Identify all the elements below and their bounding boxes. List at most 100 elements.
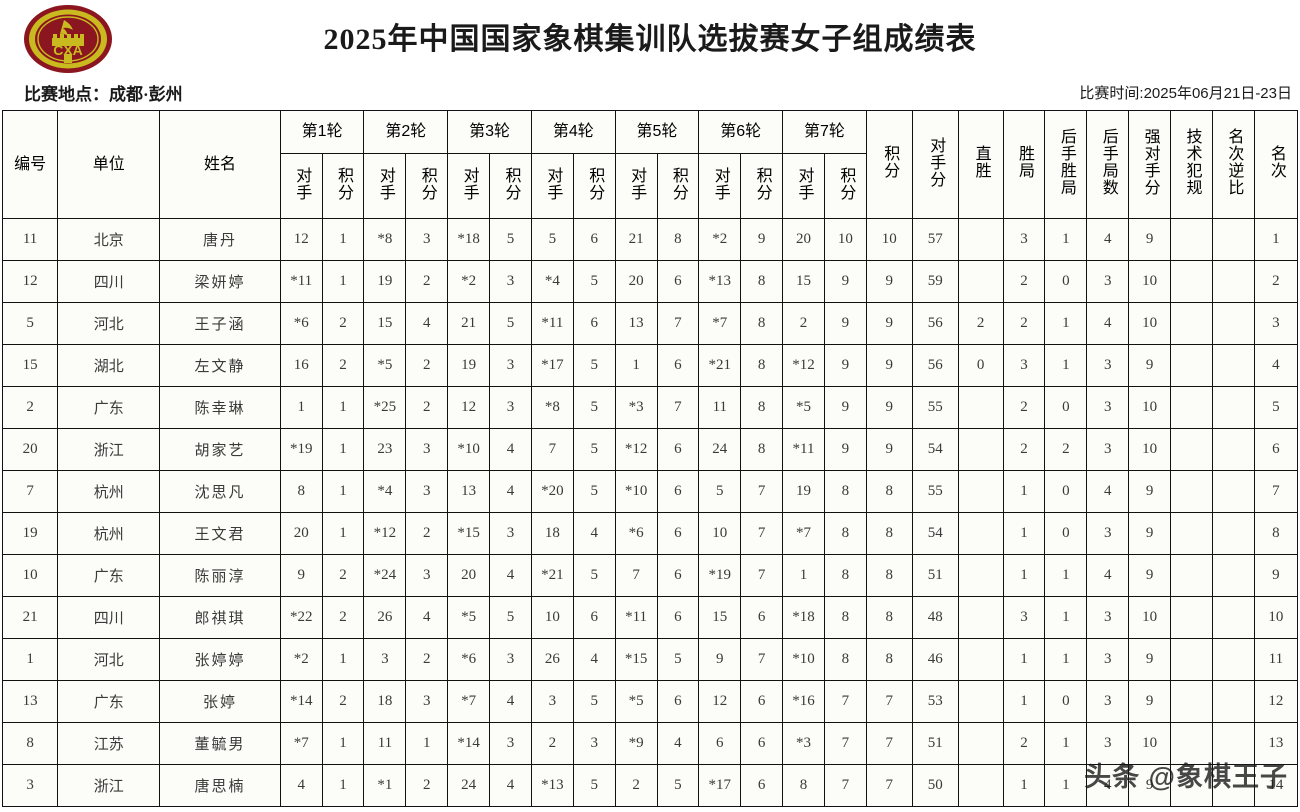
cell-head-to-head [957,260,1004,303]
cell-rank: 6 [1253,428,1299,471]
cell-round-7-opponent: 15 [782,260,825,303]
cell-player-id: 1 [1,638,59,681]
cell-round-3-opponent: *14 [447,722,491,765]
cell-round-4-opponent: 10 [530,596,574,639]
table-row[interactable]: 3 浙江 唐思楠 4 1 *1 2 24 4 *13 5 2 5 *17 6 8 7 7 50 1 1 4 9 14 [1,764,1299,807]
cell-points: 9 [865,428,913,471]
cell-strong-opp: 9 [1128,554,1172,597]
cell-wins: 1 [1002,470,1046,513]
cell-foul [1170,302,1213,345]
cell-round-3-opponent: *10 [447,428,491,471]
table-row[interactable]: 11 北京 唐丹 12 1 *8 3 *18 5 5 6 21 8 *2 9 20 10 10 57 3 1 4 9 1 [1,218,1299,261]
cell-wins: 1 [1002,638,1046,681]
cell-round-7-opponent: 8 [782,764,825,807]
cell-round-2-points: 2 [405,512,449,555]
cell-player-id: 3 [1,764,59,807]
cell-round-6-points: 8 [740,260,784,303]
cell-black-wins: 1 [1044,302,1088,345]
table-row[interactable]: 20 浙江 胡家艺 *19 1 23 3 *10 4 7 5 *12 6 24 8 *11 9 9 54 2 2 3 10 6 [1,428,1299,471]
table-row[interactable]: 7 杭州 沈思凡 8 1 *4 3 13 4 *20 5 *10 6 5 7 19 8 8 55 1 0 4 9 7 [1,470,1299,513]
cell-round-7-opponent: *12 [782,344,825,387]
cell-round-2-points: 2 [405,764,449,807]
cell-opp-points: 56 [911,302,959,345]
cell-round-1-opponent: *6 [279,302,323,345]
table-row[interactable]: 8 江苏 董毓男 *7 1 11 1 *14 3 2 3 *9 4 6 6 *3 7 7 51 2 1 3 10 13 [1,722,1299,765]
cell-player-id: 10 [1,554,59,597]
cell-points: 8 [865,596,913,639]
cell-strong-opp: 9 [1128,344,1172,387]
cell-opp-points: 51 [911,554,959,597]
cell-opp-points: 46 [911,638,959,681]
cell-black-wins: 2 [1044,428,1088,471]
cell-round-4-opponent: 18 [530,512,574,555]
cell-round-5-points: 6 [656,554,700,597]
cell-player-name: 唐丹 [159,218,281,261]
cell-round-4-opponent: 26 [530,638,574,681]
th-round-2: 第2轮 [363,110,449,154]
cell-round-7-opponent: *3 [782,722,825,765]
cell-round-7-opponent: 2 [782,302,825,345]
cell-black-wins: 1 [1044,344,1088,387]
table-row[interactable]: 5 河北 王子涵 *6 2 15 4 21 5 *11 6 13 7 *7 8 2 9 9 56 2 2 1 4 10 3 [1,302,1299,345]
th-round-2-opponent: 对手 [363,153,407,219]
th-round-5-points: 积分 [656,153,700,219]
cell-black-wins: 1 [1044,554,1088,597]
cell-round-4-points: 5 [572,680,616,723]
cell-rank: 8 [1253,512,1299,555]
cell-round-3-points: 3 [489,344,532,387]
cell-black-games: 4 [1086,218,1130,261]
cell-round-7-opponent: *11 [782,428,825,471]
cell-foul [1170,680,1213,723]
table-row[interactable]: 15 湖北 左文静 16 2 *5 2 19 3 *17 5 1 6 *21 8 *12 9 9 56 0 3 1 3 9 4 [1,344,1299,387]
cell-unit: 四川 [57,260,161,303]
th-id: 编号 [1,110,59,219]
cell-head-to-head [957,512,1004,555]
cell-round-2-points: 3 [405,218,449,261]
cell-round-3-opponent: *15 [447,512,491,555]
cell-unit: 四川 [57,596,161,639]
cell-foul [1170,386,1213,429]
cell-player-name: 王子涵 [159,302,281,345]
table-row[interactable]: 12 四川 梁妍婷 *11 1 19 2 *2 3 *4 5 20 6 *13 8 15 9 9 59 2 0 3 10 2 [1,260,1299,303]
cell-foul [1170,512,1213,555]
cell-round-1-points: 1 [321,722,365,765]
cell-rank: 10 [1253,596,1299,639]
cell-round-2-points: 1 [405,722,449,765]
th-rank-ratio: 名次逆比 [1211,110,1255,219]
cell-strong-opp: 10 [1128,596,1172,639]
th-head-to-head: 直胜 [957,110,1004,219]
table-row[interactable]: 1 河北 张婷婷 *2 1 3 2 *6 3 26 4 *15 5 9 7 *10 8 8 46 1 1 3 9 11 [1,638,1299,681]
cell-round-2-opponent: *1 [363,764,407,807]
cell-round-2-points: 3 [405,470,449,513]
cell-rank: 3 [1253,302,1299,345]
cell-round-5-points: 7 [656,386,700,429]
cell-round-5-opponent: 21 [614,218,658,261]
cell-unit: 广东 [57,554,161,597]
table-row[interactable]: 2 广东 陈幸琳 1 1 *25 2 12 3 *8 5 *3 7 11 8 *5 9 9 55 2 0 3 10 5 [1,386,1299,429]
sub-header-label: 积分 [837,166,855,201]
cell-round-3-opponent: 21 [447,302,491,345]
cell-points: 9 [865,386,913,429]
cell-round-7-opponent: *18 [782,596,825,639]
sub-header-label: 对手 [460,166,478,201]
th-round-6-opponent: 对手 [698,153,742,219]
table-row[interactable]: 19 杭州 王文君 20 1 *12 2 *15 3 18 4 *6 6 10 7 *7 8 8 54 1 0 3 9 8 [1,512,1299,555]
cell-foul [1170,470,1213,513]
table-row[interactable]: 13 广东 张婷 *14 2 18 3 *7 4 3 5 *5 6 12 6 *16 7 7 53 1 0 3 9 12 [1,680,1299,723]
cell-round-1-points: 2 [321,680,365,723]
th-round-7-opponent: 对手 [782,153,825,219]
th-name: 姓名 [159,110,281,219]
cell-round-6-opponent: 9 [698,638,742,681]
table-row[interactable]: 10 广东 陈丽淳 9 2 *24 3 20 4 *21 5 7 6 *19 7 1 8 8 51 1 1 4 9 9 [1,554,1299,597]
cell-wins: 2 [1002,722,1046,765]
th-black-games: 后手局数 [1086,110,1130,219]
cell-foul [1170,344,1213,387]
table-row[interactable]: 21 四川 郎祺琪 *22 2 26 4 *5 5 10 6 *11 6 15 6 *18 8 8 48 3 1 3 10 1… [1,596,1299,639]
cell-foul [1170,218,1213,261]
cell-black-wins: 1 [1044,764,1088,807]
cell-round-5-opponent: *12 [614,428,658,471]
cell-round-4-opponent: *21 [530,554,574,597]
cell-unit: 江苏 [57,722,161,765]
cell-round-6-points: 7 [740,470,784,513]
cell-round-1-opponent: *7 [279,722,323,765]
